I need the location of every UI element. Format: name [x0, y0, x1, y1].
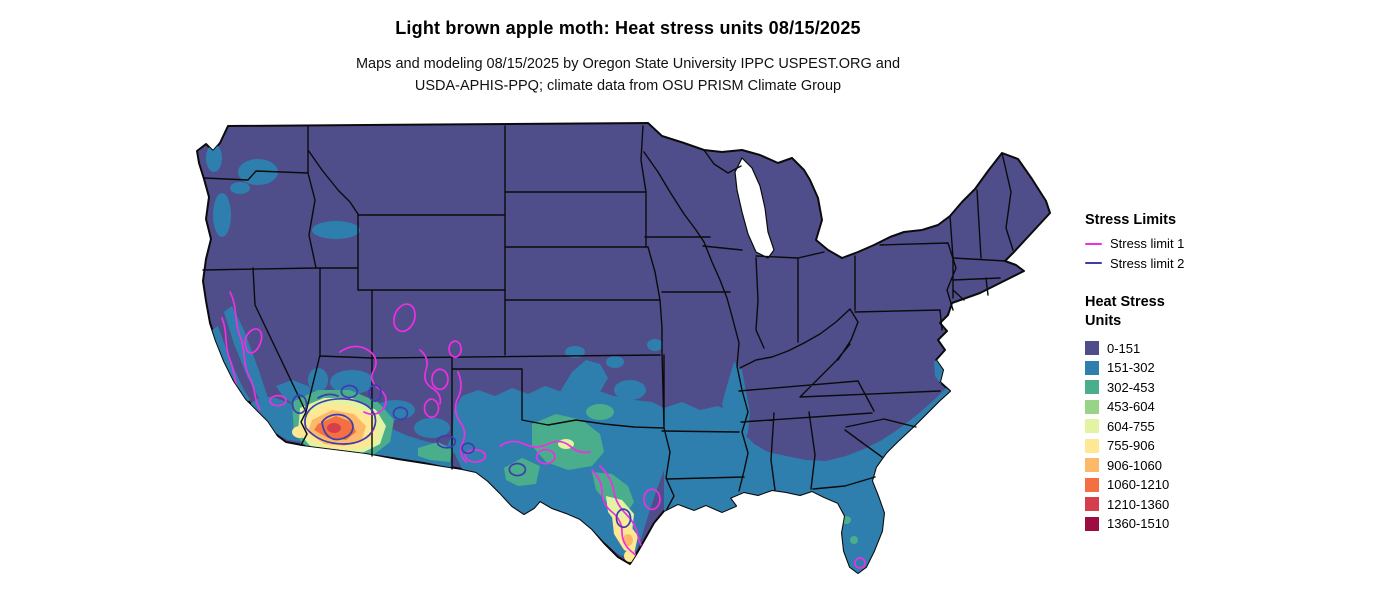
state-borders: [202, 125, 1014, 510]
stress-limit-label: Stress limit 1: [1110, 236, 1185, 251]
heat-legend-swatch: [1085, 341, 1099, 356]
map-legend: Stress Limits Stress limit 1 Stress limit…: [1085, 212, 1325, 536]
heat-legend-item: 0-151: [1085, 341, 1325, 356]
heat-legend-swatch: [1085, 419, 1099, 434]
stress-limit-1-contours: [221, 291, 866, 573]
stress-limit-item: Stress limit 2: [1085, 256, 1325, 271]
heat-legend-item: 755-906: [1085, 438, 1325, 453]
heat-legend-item: 302-453: [1085, 380, 1325, 395]
heat-legend-label: 1060-1210: [1107, 477, 1170, 493]
heat-legend-item: 1360-1510: [1085, 516, 1325, 531]
heat-legend-swatch: [1085, 477, 1099, 492]
heat-legend-label: 302-453: [1107, 379, 1155, 395]
heat-legend-label: 453-604: [1107, 399, 1155, 415]
stress-limit-item: Stress limit 1: [1085, 236, 1325, 251]
subtitle-line-2: USDA-APHIS-PPQ; climate data from OSU PR…: [414, 78, 842, 95]
heat-legend-swatch: [1085, 360, 1099, 375]
heat-stress-list: 0-151 151-302 302-453 453-604 604-755 755-906…: [1085, 341, 1325, 531]
page-subtitle: Maps and modeling 08/15/2025 by Oregon S…: [0, 53, 1256, 98]
stress-limit-line-swatch: [1085, 262, 1102, 264]
heat-legend-label: 1210-1360: [1107, 496, 1170, 512]
heat-legend-swatch: [1085, 458, 1099, 473]
stress-limit-line-swatch: [1085, 242, 1102, 245]
stress-limits-heading: Stress Limits: [1085, 212, 1177, 228]
heat-legend-label: 755-906: [1107, 438, 1155, 454]
heat-legend-swatch: [1085, 438, 1099, 453]
stress-limit-label: Stress limit 2: [1110, 255, 1185, 271]
heat-stress-heading-line-2: Units: [1085, 313, 1122, 330]
heat-legend-item: 151-302: [1085, 360, 1325, 375]
heat-legend-swatch: [1085, 380, 1099, 395]
stress-limit-2-contours: [291, 384, 632, 529]
heat-legend-label: 151-302: [1107, 360, 1155, 376]
heat-legend-swatch: [1085, 399, 1099, 414]
heat-legend-item: 1210-1360: [1085, 497, 1325, 512]
heat-legend-label: 0-151: [1107, 340, 1141, 356]
heat-legend-item: 604-755: [1085, 419, 1325, 434]
heat-stress-heading-line-1: Heat Stress: [1085, 293, 1165, 310]
heat-legend-item: 1060-1210: [1085, 477, 1325, 492]
heat-legend-swatch: [1085, 497, 1099, 512]
lake-michigan: [734, 156, 775, 259]
heat-legend-item: 453-604: [1085, 399, 1325, 414]
heat-legend-label: 1360-1510: [1107, 516, 1170, 532]
heat-legend-item: 906-1060: [1085, 458, 1325, 473]
title-block: Light brown apple moth: Heat stress unit…: [0, 0, 1256, 98]
subtitle-line-1: Maps and modeling 08/15/2025 by Oregon S…: [355, 56, 901, 72]
page-title: Light brown apple moth: Heat stress unit…: [395, 18, 861, 38]
heat-stress-heading: Heat Stress Units: [1085, 293, 1325, 332]
heat-stress-bands: [206, 144, 950, 573]
heat-legend-label: 906-1060: [1107, 457, 1162, 473]
stress-limits-list: Stress limit 1 Stress limit 2: [1085, 236, 1325, 271]
heat-legend-swatch: [1085, 516, 1099, 531]
heat-band-1210-1360: [327, 423, 341, 433]
heat-legend-label: 604-755: [1107, 418, 1155, 434]
